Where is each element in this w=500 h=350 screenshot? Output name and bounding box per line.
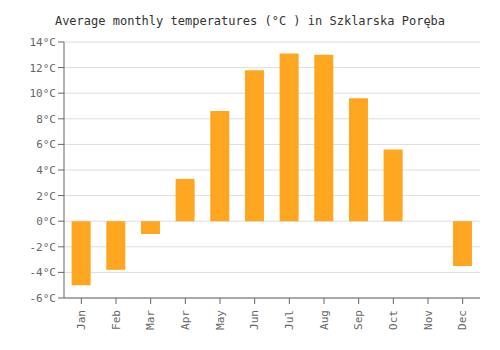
svg-text:Nov: Nov	[422, 310, 435, 330]
svg-text:Aug: Aug	[318, 310, 331, 330]
svg-text:12°C: 12°C	[30, 62, 57, 75]
svg-text:Jun: Jun	[248, 310, 261, 330]
html-text:Average monthly temperatures (: Average monthly temperatures (°C ) in Sz…	[54, 14, 446, 28]
svg-text:-2°C: -2°C	[30, 241, 57, 254]
svg-text:May: May	[214, 310, 227, 330]
svg-text:Feb: Feb	[110, 310, 123, 330]
svg-text:10°C: 10°C	[30, 87, 57, 100]
svg-text:4°C: 4°C	[36, 164, 56, 177]
svg-text:Jan: Jan	[75, 310, 88, 330]
svg-text:Apr: Apr	[179, 310, 192, 330]
svg-text:6°C: 6°C	[36, 138, 56, 151]
svg-text:14°C: 14°C	[30, 36, 57, 49]
svg-text:Mar: Mar	[144, 310, 157, 330]
svg-text:Sep: Sep	[352, 310, 365, 330]
svg-text:-4°C: -4°C	[30, 266, 57, 279]
svg-text:8°C: 8°C	[36, 113, 56, 126]
svg-text:Oct: Oct	[387, 310, 400, 330]
svg-text:2°C: 2°C	[36, 190, 56, 203]
svg-text:0°C: 0°C	[36, 215, 56, 228]
svg-text:-6°C: -6°C	[30, 292, 57, 305]
svg-text:Jul: Jul	[283, 310, 296, 330]
svg-text:Dec: Dec	[456, 310, 469, 330]
